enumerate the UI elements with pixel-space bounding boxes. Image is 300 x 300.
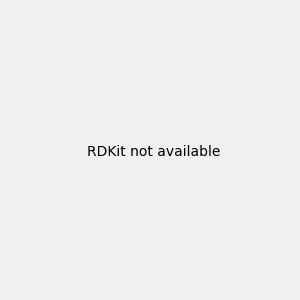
- Text: RDKit not available: RDKit not available: [87, 145, 220, 158]
